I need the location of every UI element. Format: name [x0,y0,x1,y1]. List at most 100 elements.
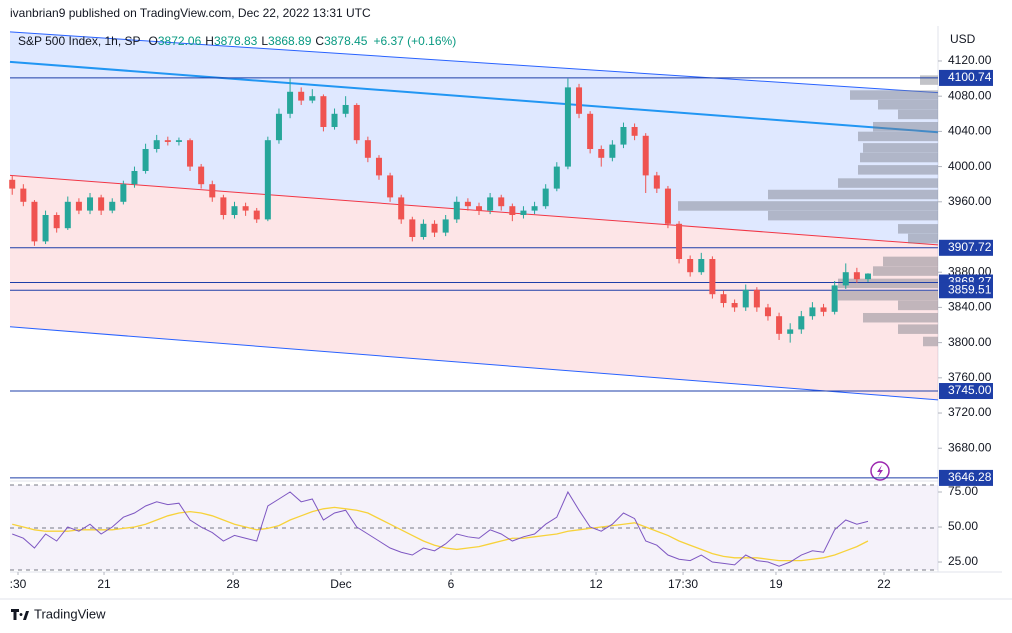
volume-profile-bar [858,165,938,175]
candle-body [531,206,538,211]
legend-item: +6.37 (+0.16%) [373,34,456,48]
x-tick-label: 28 [226,577,240,591]
x-tick-label: :30 [10,577,27,591]
price-pane [9,31,939,479]
candle-body [131,170,138,185]
volume-profile-bar [873,121,938,132]
channel-line [9,60,939,134]
rsi-pane [10,484,938,571]
x-tick-label: 6 [448,577,455,591]
candle-body [564,87,571,167]
legend-item: C [315,34,324,48]
volume-profile-bar [898,109,938,120]
candle-body [398,197,405,220]
volume-profile-bar [863,312,938,323]
candle-body [98,197,105,211]
candle-body [309,96,316,101]
candle-body [576,87,583,114]
candle-body [387,175,394,198]
candle-body [264,140,271,220]
candle-body [587,113,594,149]
x-tick-label: Dec [330,577,351,591]
x-tick-label: 17:30 [668,577,698,591]
level-label-box [939,383,993,400]
candle-body [164,140,171,142]
y-tick-label: 4120.00 [948,53,992,67]
candle-body [464,201,471,207]
legend-item: 3878.83 [214,34,258,48]
candle-body [653,175,660,189]
volume-profile-bar [898,224,938,234]
legend-item: 3872.06 [158,34,202,48]
rsi-ma-line [12,506,869,562]
y-tick-label: 3680.00 [948,440,992,454]
candle-body [842,272,849,286]
volume-profile-bar [908,233,938,244]
volume-profile-bar [768,210,938,221]
candle-body [231,206,238,215]
volume-profile-bar [838,178,938,188]
rsi-tick-label: 75.00 [948,484,978,498]
volume-profile-bar [923,336,938,347]
candle-body [487,197,494,211]
candle-body [453,201,460,220]
candle-body [320,96,327,127]
candle-body [53,214,60,229]
candle-body [764,307,771,317]
channel-fill [10,175,938,400]
candle-body [498,197,505,207]
level-label: 3745.00 [948,383,992,397]
candle-body [198,166,205,185]
level-label-box [939,282,993,299]
candle-body [442,219,449,233]
candle-body [742,289,749,308]
rsi-tick-label: 50.00 [948,519,978,533]
channel-line [9,174,939,246]
level-label: 3907.72 [948,240,992,254]
level-label: 3859.51 [948,282,992,296]
candle-body [342,104,349,114]
candle-body [520,210,527,215]
level-label-box [939,469,993,486]
y-tick-label: 3840.00 [948,300,992,314]
candle-body [598,148,605,158]
y-tick-label: 3960.00 [948,194,992,208]
candle-body [509,206,516,215]
candle-body [9,179,16,189]
candle-body [809,307,816,317]
candle-body [609,144,616,158]
candle-body [720,294,727,304]
candle-body [631,126,638,136]
candle-body [242,206,249,211]
y-tick-label: 3720.00 [948,405,992,419]
legend-item: O [149,34,158,48]
candle-body [753,289,760,308]
volume-profile-bar [838,290,938,301]
candle-body [142,148,149,171]
candle-body [620,126,627,145]
candle-body [776,316,783,334]
candle-body [187,140,194,167]
candle-body [676,223,683,260]
legend-item: S&P 500 Index, 1h, SP [18,34,141,48]
volume-profile-bar [920,75,938,85]
candle-body [42,214,49,242]
y-tick-label: 3800.00 [948,335,992,349]
candle-body [209,184,216,198]
legend-item: 3878.45 [324,34,368,48]
candle-body [75,201,82,211]
candle-body [287,91,294,114]
volume-profile-bar [898,300,938,311]
y-tick-label: 4080.00 [948,88,992,102]
candle-body [687,259,694,273]
volume-profile-bar [838,278,938,289]
candle-body [409,219,416,238]
candle-body [420,223,427,238]
legend-item: H [205,34,214,48]
candle-body [375,157,382,176]
candle-body [220,197,227,215]
candle-body [275,113,282,141]
candle-body [642,135,649,176]
volume-profile-bar [873,266,938,276]
candle-body [175,140,182,142]
